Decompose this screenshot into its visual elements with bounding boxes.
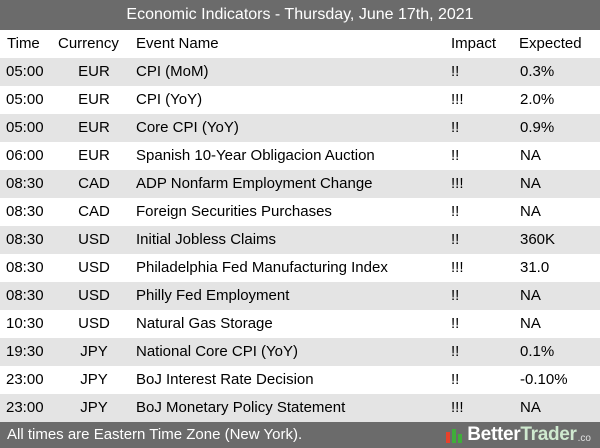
table-row: 08:30 USD Initial Jobless Claims!! 360K xyxy=(0,226,600,254)
cell-event: BoJ Interest Rate Decision xyxy=(136,371,314,388)
cell-time: 08:30 xyxy=(6,231,44,248)
cell-expected: 0.1% xyxy=(520,343,555,360)
cell-expected: NA xyxy=(520,203,541,220)
cell-impact: !! xyxy=(451,287,460,304)
table-row: 05:00 EUR CPI (YoY)!!! 2.0% xyxy=(0,86,600,114)
cell-time: 10:30 xyxy=(6,315,44,332)
page-title: Economic Indicators - Thursday, June 17t… xyxy=(0,0,600,30)
table-row: 19:30 JPY National Core CPI (YoY)!! 0.1% xyxy=(0,338,600,366)
cell-event: Spanish 10-Year Obligacion Auction xyxy=(136,147,375,164)
cell-currency: EUR xyxy=(78,63,110,80)
table-row: 08:30 CAD Foreign Securities Purchases!! NA xyxy=(0,198,600,226)
table-row: 23:00 JPY BoJ Monetary Policy Statement!!!… xyxy=(0,394,600,422)
cell-impact: !! xyxy=(451,231,460,248)
cell-event: Philly Fed Employment xyxy=(136,287,290,304)
cell-currency: USD xyxy=(78,315,110,332)
cell-impact: !! xyxy=(451,147,460,164)
cell-time: 08:30 xyxy=(6,203,44,220)
cell-time: 06:00 xyxy=(6,147,44,164)
cell-event: Foreign Securities Purchases xyxy=(136,203,332,220)
table-row: 23:00 JPY BoJ Interest Rate Decision!! -0.1… xyxy=(0,366,600,394)
table-row: 05:00 EUR CPI (MoM)!! 0.3% xyxy=(0,58,600,86)
cell-impact: !! xyxy=(451,343,460,360)
cell-event: ADP Nonfarm Employment Change xyxy=(136,175,373,192)
cell-expected: NA xyxy=(520,175,541,192)
table-row: 08:30 USD Philadelphia Fed Manufacturing I… xyxy=(0,254,600,282)
cell-expected: 0.3% xyxy=(520,63,555,80)
cell-impact: !!! xyxy=(451,399,464,416)
cell-currency: USD xyxy=(78,259,110,276)
brand-name: BetterTrader xyxy=(467,424,577,446)
column-header-currency: Currency xyxy=(58,35,119,52)
bar-chart-logo-icon xyxy=(446,429,463,443)
table-header: Time Currency Event Name Impact Expected xyxy=(0,30,600,58)
cell-expected: NA xyxy=(520,147,541,164)
cell-event: Philadelphia Fed Manufacturing Index xyxy=(136,259,388,276)
cell-time: 05:00 xyxy=(6,91,44,108)
table-row: 08:30 CAD ADP Nonfarm Employment Change!!!… xyxy=(0,170,600,198)
cell-impact: !! xyxy=(451,119,460,136)
table-row: 06:00 EUR Spanish 10-Year Obligacion Aucti… xyxy=(0,142,600,170)
cell-time: 05:00 xyxy=(6,63,44,80)
column-header-time: Time xyxy=(7,35,40,52)
cell-expected: -0.10% xyxy=(520,371,568,388)
brand-logo: BetterTrader .co xyxy=(445,422,591,448)
cell-time: 05:00 xyxy=(6,119,44,136)
cell-currency: CAD xyxy=(78,175,110,192)
cell-time: 23:00 xyxy=(6,371,44,388)
cell-currency: JPY xyxy=(80,343,108,360)
cell-expected: NA xyxy=(520,399,541,416)
table-row: 10:30 USD Natural Gas Storage!! NA xyxy=(0,310,600,338)
cell-event: Initial Jobless Claims xyxy=(136,231,277,248)
cell-event: CPI (MoM) xyxy=(136,63,209,80)
cell-currency: EUR xyxy=(78,147,110,164)
footer-bar: All times are Eastern Time Zone (New Yor… xyxy=(0,422,600,448)
cell-expected: 0.9% xyxy=(520,119,555,136)
cell-impact: !! xyxy=(451,371,460,388)
cell-expected: NA xyxy=(520,315,541,332)
cell-time: 23:00 xyxy=(6,399,44,416)
cell-event: CPI (YoY) xyxy=(136,91,203,108)
cell-currency: JPY xyxy=(80,371,108,388)
cell-impact: !! xyxy=(451,315,460,332)
cell-time: 08:30 xyxy=(6,287,44,304)
cell-event: Core CPI (YoY) xyxy=(136,119,239,136)
timezone-note: All times are Eastern Time Zone (New Yor… xyxy=(7,426,303,443)
cell-expected: 31.0 xyxy=(520,259,550,276)
cell-event: Natural Gas Storage xyxy=(136,315,273,332)
cell-time: 19:30 xyxy=(6,343,44,360)
cell-currency: CAD xyxy=(78,203,110,220)
cell-impact: !!! xyxy=(451,175,464,192)
column-header-impact: Impact xyxy=(451,35,497,52)
brand-domain: .co xyxy=(577,432,591,444)
cell-time: 08:30 xyxy=(6,175,44,192)
cell-impact: !!! xyxy=(451,259,464,276)
cell-expected: 360K xyxy=(520,231,556,248)
table-row: 08:30 USD Philly Fed Employment!! NA xyxy=(0,282,600,310)
cell-expected: NA xyxy=(520,287,541,304)
cell-expected: 2.0% xyxy=(520,91,555,108)
cell-currency: EUR xyxy=(78,91,110,108)
column-header-event: Event Name xyxy=(136,35,219,52)
cell-event: National Core CPI (YoY) xyxy=(136,343,299,360)
cell-currency: USD xyxy=(78,287,110,304)
cell-event: BoJ Monetary Policy Statement xyxy=(136,399,346,416)
column-header-expected: Expected xyxy=(519,35,582,52)
cell-impact: !! xyxy=(451,63,460,80)
cell-currency: JPY xyxy=(80,399,108,416)
table-row: 05:00 EUR Core CPI (YoY)!! 0.9% xyxy=(0,114,600,142)
cell-currency: USD xyxy=(78,231,110,248)
brand-trader: Trader xyxy=(520,424,577,445)
brand-better: Better xyxy=(467,424,521,445)
cell-time: 08:30 xyxy=(6,259,44,276)
cell-currency: EUR xyxy=(78,119,110,136)
cell-impact: !!! xyxy=(451,91,464,108)
cell-impact: !! xyxy=(451,203,460,220)
